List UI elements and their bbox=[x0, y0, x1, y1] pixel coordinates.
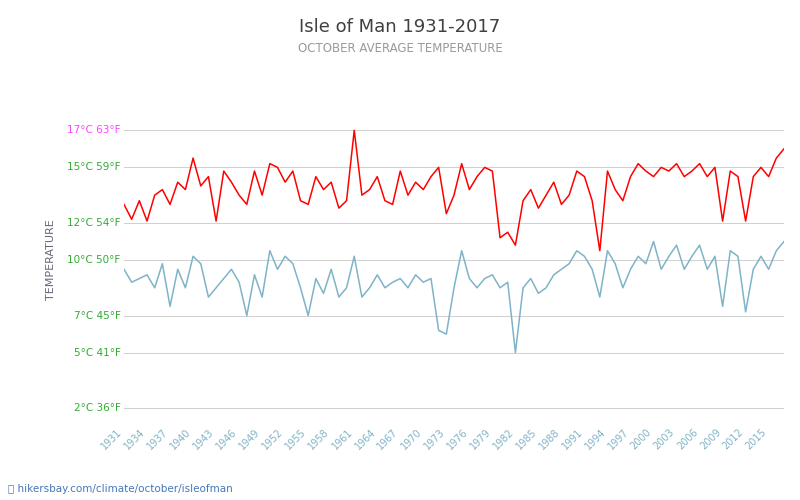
Text: OCTOBER AVERAGE TEMPERATURE: OCTOBER AVERAGE TEMPERATURE bbox=[298, 42, 502, 56]
Text: 10°C 50°F: 10°C 50°F bbox=[67, 255, 121, 265]
Text: TEMPERATURE: TEMPERATURE bbox=[46, 220, 56, 300]
Text: 5°C 41°F: 5°C 41°F bbox=[74, 348, 121, 358]
Text: 2°C 36°F: 2°C 36°F bbox=[74, 403, 121, 413]
Text: Isle of Man 1931-2017: Isle of Man 1931-2017 bbox=[299, 18, 501, 36]
Text: 🏠 hikersbay.com/climate/october/isleofman: 🏠 hikersbay.com/climate/october/isleofma… bbox=[8, 484, 233, 494]
Text: 17°C 63°F: 17°C 63°F bbox=[67, 126, 121, 136]
Text: 12°C 54°F: 12°C 54°F bbox=[67, 218, 121, 228]
Text: 7°C 45°F: 7°C 45°F bbox=[74, 310, 121, 320]
Text: 15°C 59°F: 15°C 59°F bbox=[67, 162, 121, 172]
